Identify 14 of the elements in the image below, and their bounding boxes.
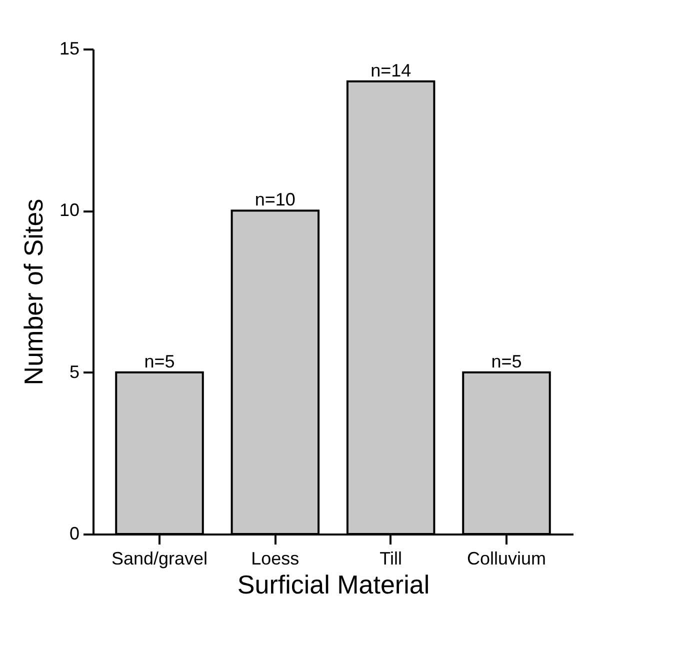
x-tick-label: Colluvium [466,548,546,568]
x-tick-label: Loess [251,548,300,568]
y-tick-label: 0 [69,524,80,544]
x-tick-label: Till [380,548,402,568]
y-tick-label: 10 [59,200,80,220]
y-tick-label: 15 [59,38,80,58]
x-axis-title: Surficial Material [237,570,430,600]
data-label: n=5 [491,351,522,372]
y-axis-title: Number of Sites [18,198,48,386]
data-label: n=5 [144,351,175,372]
x-tick-label: Sand/gravel [111,548,208,568]
data-label: n=10 [254,190,296,210]
y-tick-label: 5 [69,362,80,382]
data-label: n=14 [370,60,412,80]
